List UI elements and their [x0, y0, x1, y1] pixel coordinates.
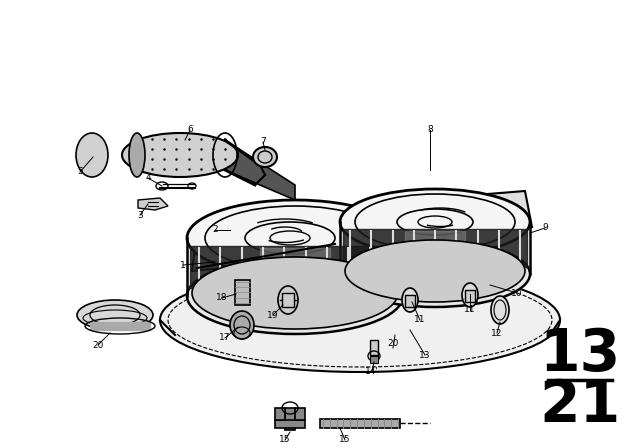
Polygon shape — [370, 356, 378, 363]
Ellipse shape — [491, 296, 509, 324]
Text: 1: 1 — [180, 260, 186, 270]
Ellipse shape — [462, 283, 478, 307]
Ellipse shape — [76, 133, 108, 177]
Text: 17: 17 — [220, 333, 231, 343]
Ellipse shape — [192, 257, 398, 329]
Ellipse shape — [340, 189, 530, 255]
Text: 15: 15 — [279, 435, 291, 444]
Ellipse shape — [129, 133, 145, 177]
Text: 11: 11 — [464, 306, 476, 314]
Ellipse shape — [187, 258, 403, 334]
Text: 13: 13 — [419, 350, 431, 359]
Ellipse shape — [230, 311, 254, 339]
Polygon shape — [275, 420, 305, 428]
Polygon shape — [282, 293, 294, 307]
Ellipse shape — [187, 200, 403, 276]
Ellipse shape — [340, 241, 530, 307]
Text: 6: 6 — [187, 125, 193, 134]
Polygon shape — [370, 340, 378, 355]
Text: 14': 14' — [365, 367, 379, 376]
Text: 20: 20 — [387, 339, 399, 348]
Ellipse shape — [160, 268, 560, 372]
Polygon shape — [285, 408, 295, 430]
Text: 21: 21 — [540, 376, 621, 434]
Polygon shape — [225, 140, 295, 200]
Ellipse shape — [77, 300, 153, 330]
Polygon shape — [138, 198, 168, 210]
Text: 2: 2 — [212, 225, 218, 234]
Ellipse shape — [402, 288, 418, 312]
Ellipse shape — [345, 240, 525, 302]
Polygon shape — [405, 295, 415, 307]
Text: 5: 5 — [77, 168, 83, 177]
Ellipse shape — [122, 133, 238, 177]
Polygon shape — [192, 191, 532, 271]
Polygon shape — [275, 408, 285, 420]
Text: 10: 10 — [511, 289, 523, 297]
Ellipse shape — [253, 147, 277, 167]
Text: 7: 7 — [260, 138, 266, 146]
Polygon shape — [235, 280, 250, 305]
Text: 19: 19 — [268, 310, 279, 319]
Text: 4: 4 — [145, 173, 151, 182]
Text: 13: 13 — [540, 327, 621, 383]
Polygon shape — [465, 290, 475, 302]
Text: 9: 9 — [542, 224, 548, 233]
Text: 11: 11 — [414, 315, 426, 324]
Text: 15: 15 — [339, 435, 351, 444]
Text: 18: 18 — [216, 293, 228, 302]
Polygon shape — [295, 408, 305, 420]
Text: 12: 12 — [492, 328, 502, 337]
Text: 3: 3 — [137, 211, 143, 220]
Polygon shape — [320, 419, 400, 428]
Text: 8: 8 — [427, 125, 433, 134]
Text: 20: 20 — [92, 340, 104, 349]
